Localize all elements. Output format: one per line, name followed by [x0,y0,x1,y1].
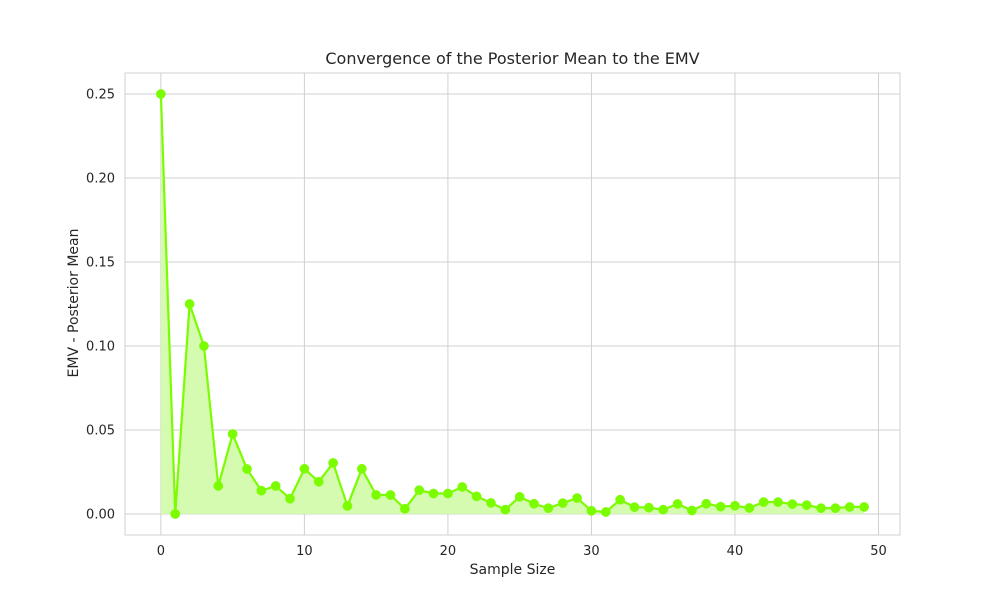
y-tick-label: 0.05 [86,424,115,439]
plot-area [125,73,900,535]
data-point [285,493,295,504]
data-point [629,502,640,512]
x-axis-label: Sample Size [470,562,556,578]
data-point [543,503,554,513]
data-point [830,503,841,513]
data-point [787,499,798,509]
plot-frame [124,72,901,536]
data-point [730,500,740,511]
data-point [687,505,697,516]
data-point [457,482,468,492]
data-point [758,497,769,507]
data-point [514,492,525,502]
data-point [342,501,353,511]
data-point [801,500,812,510]
data-point [170,509,181,519]
data-point [643,502,654,513]
data-point [400,503,410,514]
y-tick-label: 0.10 [86,340,115,355]
data-point [615,494,625,505]
data-point [572,493,582,503]
y-tick-label: 0.00 [86,508,115,523]
x-tick-label: 10 [296,544,313,559]
x-tick-label: 30 [583,544,600,559]
data-point [199,341,209,351]
data-point [844,502,855,512]
y-axis-label: EMV - Posterior Mean [66,229,82,378]
x-tick-label: 50 [870,544,887,559]
data-point [586,505,597,516]
data-point [471,491,482,502]
y-tick-labels: 0.00 0.05 0.10 0.15 0.20 0.25 [86,88,115,523]
series-area-fill [160,94,865,514]
data-point [744,503,755,513]
data-point [773,497,783,507]
data-point [256,485,267,496]
data-point [486,498,496,508]
data-point [184,299,195,309]
x-tick-label: 0 [157,544,165,559]
data-point [356,463,367,474]
y-tick-label: 0.25 [86,88,115,103]
data-point [414,485,425,495]
data-point [529,498,539,509]
data-point [701,498,712,509]
data-point [428,488,439,499]
y-tick-label: 0.20 [86,172,115,187]
data-point [371,490,382,500]
y-tick-label: 0.15 [86,256,115,271]
data-point [859,502,869,512]
data-point [270,481,281,491]
data-point [557,498,568,508]
data-point [213,481,224,491]
series-layer [156,89,869,519]
data-point [328,458,338,468]
data-point [313,476,324,487]
data-point [227,429,238,439]
data-point [816,503,826,513]
data-point [500,504,511,515]
data-point [385,490,396,500]
data-point [443,488,453,499]
x-tick-labels: 0 10 20 30 40 50 [157,544,887,559]
x-tick-label: 20 [440,544,457,559]
data-point [299,463,310,474]
data-point [672,499,683,509]
data-point [715,501,726,512]
data-point [156,89,166,99]
data-point [658,504,669,515]
data-point [600,507,611,517]
chart-title: Convergence of the Posterior Mean to the… [325,49,699,68]
data-point [242,464,252,474]
x-tick-label: 40 [727,544,744,559]
